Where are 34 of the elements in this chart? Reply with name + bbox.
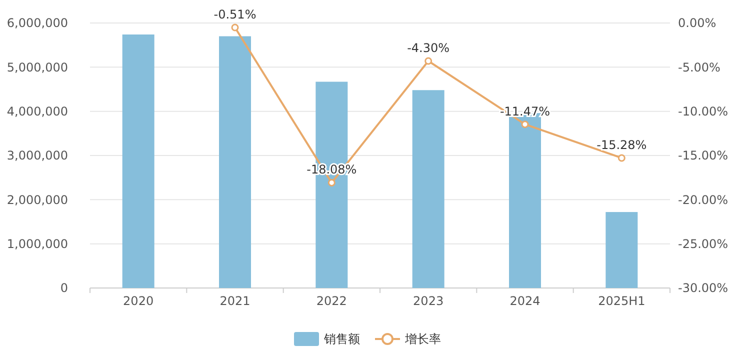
bar <box>412 90 444 288</box>
data-label: -15.28% <box>596 138 647 152</box>
bar <box>219 36 251 288</box>
x-tick-label: 2020 <box>123 294 154 308</box>
point <box>618 154 626 162</box>
data-label: -4.30% <box>407 40 450 55</box>
y2-tick-label: -30.00% <box>678 281 728 296</box>
bar <box>606 212 638 288</box>
y-tick-label: 1,000,000 <box>6 237 68 252</box>
y2-tick-label: -10.00% <box>678 104 728 119</box>
point <box>328 178 336 186</box>
y2-tick-label: -25.00% <box>678 237 728 252</box>
point <box>424 57 432 65</box>
bar <box>122 34 154 288</box>
x-tick-label: 2023 <box>413 294 444 308</box>
legend-label: 增长率 <box>404 332 441 346</box>
y-tick-label: 6,000,000 <box>6 16 68 30</box>
y-tick-label: 4,000,000 <box>6 104 68 119</box>
x-tick-label: 2022 <box>316 294 347 308</box>
y2-tick-label: 0.00% <box>678 16 716 30</box>
y-tick-label: 2,000,000 <box>6 192 68 207</box>
y2-tick-label: -15.00% <box>678 148 728 163</box>
y-tick-label: 5,000,000 <box>6 60 68 74</box>
x-tick-label: 2021 <box>220 294 250 308</box>
point <box>231 24 239 32</box>
y-tick-label: 0 <box>60 281 68 296</box>
y-tick-label: 3,000,000 <box>6 148 68 163</box>
x-tick-label: 2024 <box>510 294 540 308</box>
x-tick-label: 2025H1 <box>598 294 646 308</box>
legend-label: 销售额 <box>323 332 360 346</box>
y2-tick-label: -5.00% <box>678 60 720 74</box>
point <box>521 120 529 128</box>
data-label: -0.51% <box>214 8 256 22</box>
y2-tick-label: -20.00% <box>678 192 728 207</box>
